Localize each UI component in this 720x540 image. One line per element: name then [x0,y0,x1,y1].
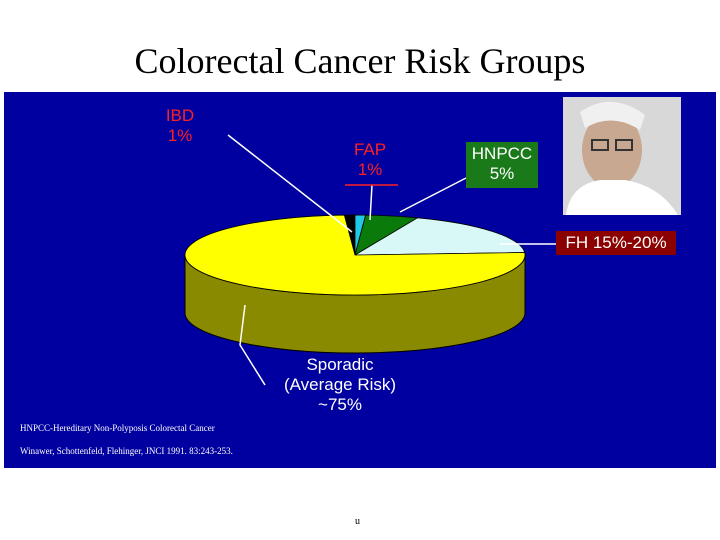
slide-title: Colorectal Cancer Risk Groups [134,41,586,81]
hnpcc-label: HNPCC 5% [466,142,538,188]
pie-slice [353,217,526,256]
footnote: HNPCC-Hereditary Non-Polyposis Colorecta… [20,423,215,433]
photo [563,97,681,215]
leader-lines [227,134,556,386]
value-label: ~75% [318,395,362,414]
fh-label: FH 15%-20% [556,231,676,255]
value-label: 15%-20% [592,233,667,252]
value-label: 1% [167,126,193,145]
category-label: Sporadic (Average Risk) [283,355,397,394]
fap-label: FAP 1% [340,140,400,180]
category-label: IBD [165,106,195,125]
value-label: 5% [489,164,515,183]
footnote: Winawer, Schottenfeld, Flehinger, JNCI 1… [20,446,233,456]
category-label: FH [565,233,589,252]
category-label: HNPCC [471,144,533,163]
page-number: u [355,516,360,527]
ibd-label: IBD 1% [150,106,210,146]
sporadic-label: Sporadic (Average Risk) ~75% [270,355,410,415]
value-label: 1% [357,160,383,179]
pie-slice [184,214,526,296]
category-label: FAP [353,140,387,159]
